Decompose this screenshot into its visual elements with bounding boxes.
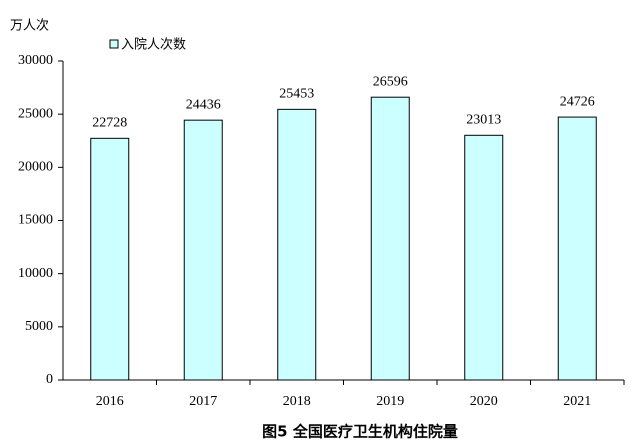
x-tick-label: 2021 — [563, 394, 591, 409]
bar — [557, 116, 597, 381]
y-tick-label: 5000 — [25, 319, 53, 334]
chart-title: 图5 全国医疗卫生机构住院量 — [262, 423, 458, 441]
x-tick-label: 2017 — [189, 394, 217, 409]
y-tick-label: 25000 — [18, 106, 53, 121]
x-tick-label: 2020 — [470, 394, 498, 409]
bar — [183, 119, 223, 381]
data-label: 24726 — [560, 94, 595, 109]
data-label: 25453 — [279, 87, 314, 102]
bar — [464, 134, 504, 381]
data-label: 26596 — [373, 74, 408, 89]
data-label: 23013 — [466, 113, 501, 128]
x-tick-label: 2018 — [283, 394, 311, 409]
data-label: 22728 — [92, 116, 127, 131]
legend-swatch — [109, 39, 119, 49]
data-label: 24436 — [186, 97, 221, 112]
bar — [370, 96, 410, 381]
bar — [90, 137, 130, 381]
y-tick-label: 20000 — [18, 160, 53, 175]
y-tick-label: 0 — [46, 372, 53, 387]
bar — [277, 108, 317, 381]
x-tick-label: 2019 — [376, 394, 404, 409]
y-tick-label: 10000 — [18, 266, 53, 281]
y-tick-label: 30000 — [18, 53, 53, 68]
x-tick-label: 2016 — [96, 394, 124, 409]
y-tick-label: 15000 — [18, 213, 53, 228]
legend-label: 入院人次数 — [121, 37, 186, 53]
y-axis-label: 万人次 — [10, 18, 49, 34]
